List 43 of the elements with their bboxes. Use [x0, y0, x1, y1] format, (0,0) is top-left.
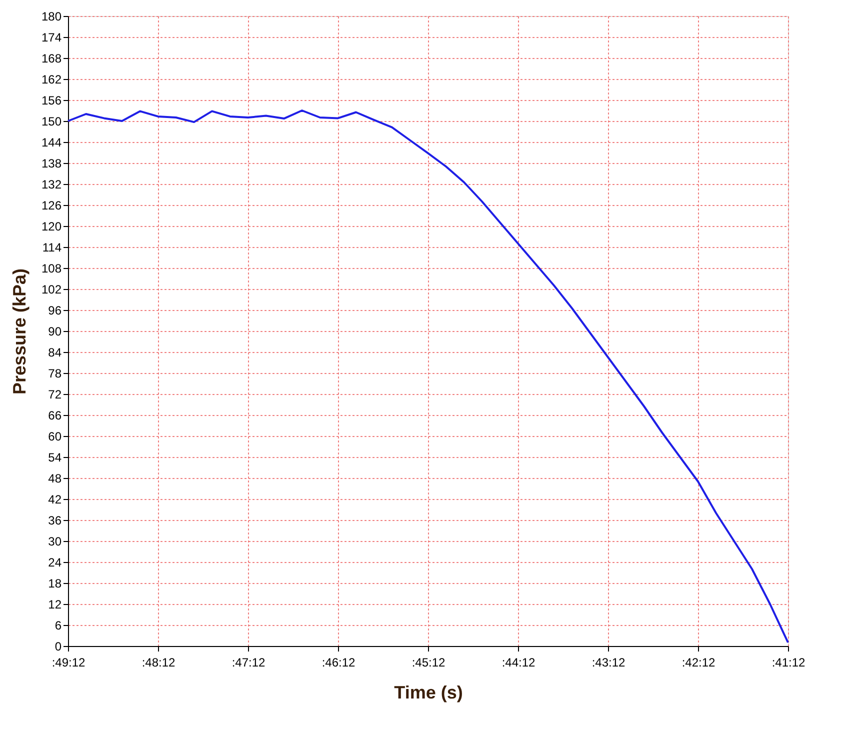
x-tick-label: :43:12	[592, 656, 626, 670]
x-tick-label: :47:12	[232, 656, 266, 670]
y-tick-label: 78	[48, 366, 62, 380]
y-tick-label: 180	[41, 10, 62, 24]
y-tick-label: 42	[48, 492, 62, 506]
y-tick-label: 72	[48, 388, 62, 402]
y-tick-label: 12	[48, 598, 62, 612]
y-tick-label: 174	[41, 30, 62, 44]
y-tick-label: 108	[41, 262, 62, 276]
y-tick-label: 84	[48, 346, 62, 360]
y-tick-label: 30	[48, 534, 62, 548]
y-tick-label: 36	[48, 514, 62, 528]
y-tick-label: 120	[41, 220, 62, 234]
x-tick-label: :49:12	[52, 656, 86, 670]
x-tick-label: :42:12	[682, 656, 716, 670]
y-tick-label: 60	[48, 430, 62, 444]
y-tick-label: 6	[54, 618, 62, 632]
y-tick-label: 48	[48, 472, 62, 486]
y-tick-label: 156	[41, 94, 62, 108]
y-axis-title: Pressure (kPa)	[9, 268, 30, 395]
x-tick-label: :41:12	[772, 656, 806, 670]
y-tick-label: 162	[41, 72, 62, 86]
y-tick-label: 102	[41, 282, 62, 296]
y-tick-label: 90	[48, 324, 62, 338]
y-tick-label: 54	[48, 450, 62, 464]
y-tick-label: 150	[41, 114, 62, 128]
x-tick-label: :46:12	[322, 656, 356, 670]
y-tick-label: 66	[48, 408, 62, 422]
y-tick-label: 18	[48, 576, 62, 590]
y-tick-label: 24	[48, 556, 62, 570]
line-series	[67, 110, 789, 644]
x-tick-label: :48:12	[142, 656, 176, 670]
x-tick-label: :45:12	[412, 656, 446, 670]
y-tick-label: 96	[48, 304, 62, 318]
y-tick-label: 168	[41, 52, 62, 66]
x-axis-title: Time (s)	[394, 682, 463, 702]
x-tick-label: :44:12	[502, 656, 536, 670]
y-tick-label: 144	[41, 136, 62, 150]
y-tick-label: 138	[41, 156, 62, 170]
y-tick-label: 132	[41, 178, 62, 192]
y-tick-label: 114	[42, 240, 62, 254]
y-tick-label: 126	[41, 198, 62, 212]
y-tick-label: 0	[54, 640, 62, 654]
